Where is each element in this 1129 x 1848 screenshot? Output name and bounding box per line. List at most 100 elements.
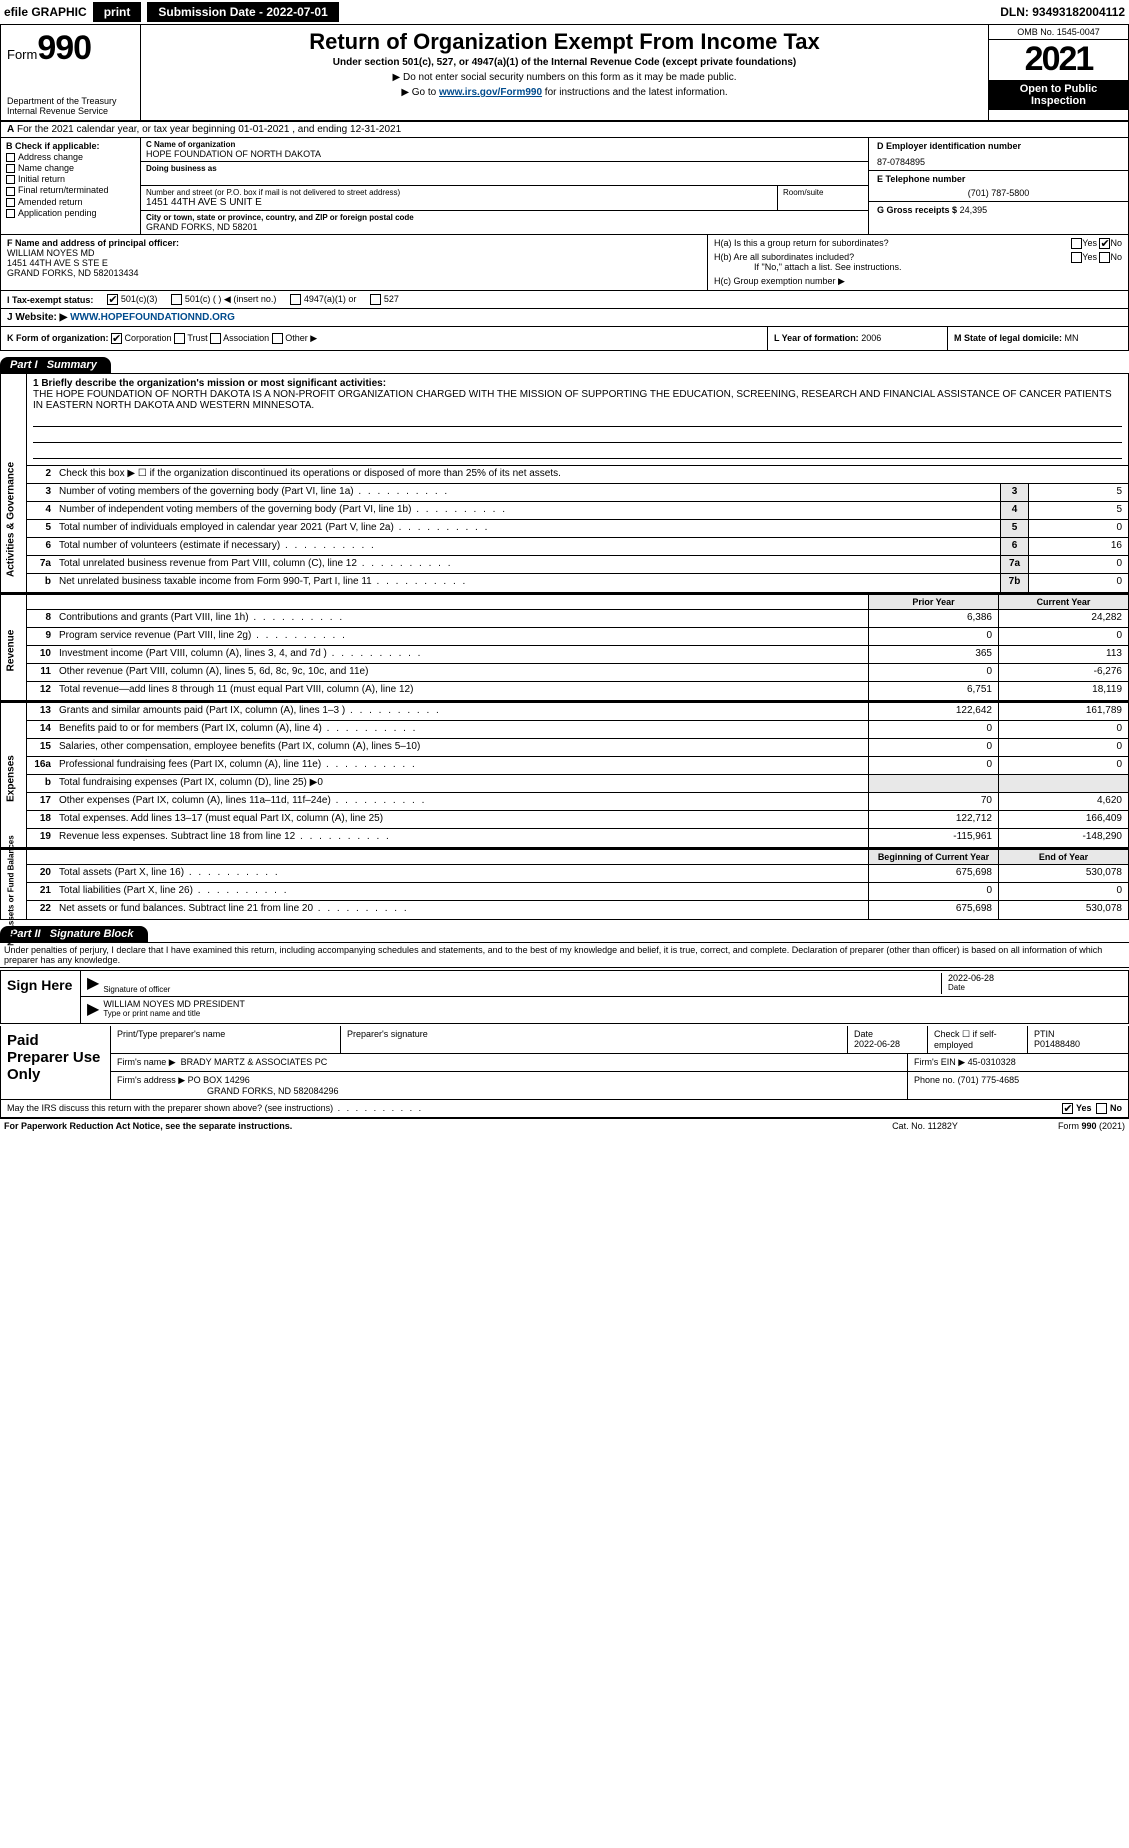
line5-val: 0 (1028, 520, 1128, 537)
header-title-block: Return of Organization Exempt From Incom… (141, 25, 988, 120)
chk-application-pending[interactable]: Application pending (6, 208, 135, 218)
form-header: Form990 Department of the Treasury Inter… (0, 24, 1129, 122)
org-name-label: C Name of organization (146, 140, 863, 149)
efile-topbar: efile GRAPHIC print Submission Date - 20… (0, 0, 1129, 24)
org-name: HOPE FOUNDATION OF NORTH DAKOTA (146, 149, 863, 159)
form-note-link: ▶ Go to www.irs.gov/Form990 for instruct… (147, 87, 982, 98)
sig-date: 2022-06-28 (948, 973, 1122, 983)
col-m-state: M State of legal domicile: MN (948, 327, 1128, 350)
open-public-badge: Open to Public Inspection (989, 80, 1128, 110)
chk-501c3[interactable] (107, 294, 118, 305)
chk-amended-return[interactable]: Amended return (6, 197, 135, 207)
chk-501c[interactable] (171, 294, 182, 305)
page-footer: For Paperwork Reduction Act Notice, see … (0, 1118, 1129, 1133)
chk-discuss-no[interactable] (1096, 1103, 1107, 1114)
perjury-declaration: Under penalties of perjury, I declare th… (0, 943, 1129, 968)
submission-date-button[interactable]: Submission Date - 2022-07-01 (147, 2, 338, 22)
chk-assoc[interactable] (210, 333, 221, 344)
chk-final-return[interactable]: Final return/terminated (6, 185, 135, 195)
revenue-grid: Revenue Prior YearCurrent Year 8Contribu… (0, 593, 1129, 701)
chk-discuss-yes[interactable] (1062, 1103, 1073, 1114)
sig-officer-label: Signature of officer (103, 985, 941, 994)
col-d-numbers: D Employer identification number 87-0784… (868, 138, 1128, 234)
line6-val: 16 (1028, 538, 1128, 555)
block-klm: K Form of organization: Corporation Trus… (0, 327, 1129, 351)
chk-hb-no[interactable] (1099, 252, 1110, 263)
paid-preparer-block: Paid Preparer Use Only Print/Type prepar… (0, 1026, 1129, 1100)
footer-paperwork: For Paperwork Reduction Act Notice, see … (4, 1121, 865, 1131)
firm-addr1: PO BOX 14296 (188, 1075, 250, 1085)
line7a-val: 0 (1028, 556, 1128, 573)
prep-date: 2022-06-28 (854, 1039, 900, 1049)
footer-formid: Form 990 (2021) (985, 1121, 1125, 1131)
officer-print-name: WILLIAM NOYES MD PRESIDENT (103, 999, 1122, 1009)
hdr-end-year: End of Year (998, 850, 1128, 864)
prep-sig-hdr: Preparer's signature (341, 1026, 848, 1053)
firm-name: BRADY MARTZ & ASSOCIATES PC (181, 1057, 328, 1067)
chk-name-change[interactable]: Name change (6, 163, 135, 173)
chk-address-change[interactable]: Address change (6, 152, 135, 162)
hdr-current-year: Current Year (998, 595, 1128, 609)
expenses-grid: Expenses 13Grants and similar amounts pa… (0, 701, 1129, 848)
dln-label: DLN: 93493182004112 (1000, 5, 1125, 19)
chk-other[interactable] (272, 333, 283, 344)
chk-4947[interactable] (290, 294, 301, 305)
hdr-begin-year: Beginning of Current Year (868, 850, 998, 864)
street-address: 1451 44TH AVE S UNIT E (146, 197, 772, 208)
sign-arrow-icon-2: ▶ (87, 999, 99, 1021)
footer-catno: Cat. No. 11282Y (865, 1121, 985, 1131)
gross-receipts-value: 24,395 (960, 205, 988, 215)
line4-val: 5 (1028, 502, 1128, 519)
sign-here-block: Sign Here ▶ Signature of officer 2022-06… (0, 970, 1129, 1024)
col-h-group: H(a) Is this a group return for subordin… (708, 235, 1128, 290)
website-link[interactable]: WWW.HOPEFOUNDATIONND.ORG (70, 312, 235, 323)
sig-date-label: Date (948, 983, 1122, 992)
hc-label: H(c) Group exemption number ▶ (714, 276, 1122, 287)
form-prefix: Form (7, 47, 37, 62)
col-k-form-org: K Form of organization: Corporation Trus… (1, 327, 768, 350)
row-j-website: J Website: ▶ WWW.HOPEFOUNDATIONND.ORG (0, 309, 1129, 327)
line2-checkbox-text: Check this box ▶ ☐ if the organization d… (55, 466, 1128, 483)
mission-label: 1 Briefly describe the organization's mi… (33, 378, 386, 389)
print-button[interactable]: print (93, 2, 142, 22)
efile-label: efile GRAPHIC (4, 5, 87, 19)
prep-name-hdr: Print/Type preparer's name (111, 1026, 341, 1053)
firm-ein: 45-0310328 (968, 1057, 1016, 1067)
officer-addr2: GRAND FORKS, ND 582013434 (7, 268, 139, 278)
mission-text: THE HOPE FOUNDATION OF NORTH DAKOTA IS A… (33, 389, 1112, 411)
block-fh: F Name and address of principal officer:… (0, 235, 1129, 291)
vlabel-netassets: Net Assets or Fund Balances (1, 850, 27, 919)
row-i-tax-status: I Tax-exempt status: 501(c)(3) 501(c) ( … (0, 291, 1129, 309)
part1-header: Part I Summary (0, 357, 1129, 374)
col-l-year: L Year of formation: 2006 (768, 327, 948, 350)
firm-phone: (701) 775-4685 (958, 1075, 1020, 1085)
chk-initial-return[interactable]: Initial return (6, 174, 135, 184)
form-number: 990 (37, 29, 91, 67)
irs-label: Internal Revenue Service (7, 106, 134, 116)
chk-corp[interactable] (111, 333, 122, 344)
prep-ptin: P01488480 (1034, 1039, 1080, 1049)
chk-ha-no[interactable] (1099, 238, 1110, 249)
paid-preparer-label: Paid Preparer Use Only (1, 1026, 111, 1099)
irs-link[interactable]: www.irs.gov/Form990 (439, 87, 542, 98)
ein-value: 87-0784895 (877, 157, 1120, 167)
city-state-zip: GRAND FORKS, ND 58201 (146, 222, 863, 232)
city-label: City or town, state or province, country… (146, 213, 863, 222)
header-left: Form990 Department of the Treasury Inter… (1, 25, 141, 120)
vlabel-revenue: Revenue (1, 595, 27, 700)
chk-hb-yes[interactable] (1071, 252, 1082, 263)
governance-grid: Activities & Governance 1 Briefly descri… (0, 374, 1129, 593)
officer-addr1: 1451 44TH AVE S STE E (7, 258, 108, 268)
block-bcd: B Check if applicable: Address change Na… (0, 138, 1129, 235)
col-f-officer: F Name and address of principal officer:… (1, 235, 708, 290)
sign-arrow-icon: ▶ (87, 973, 99, 994)
street-label: Number and street (or P.O. box if mail i… (146, 188, 772, 197)
phone-label: E Telephone number (877, 174, 1120, 184)
row-a-tax-year: A For the 2021 calendar year, or tax yea… (0, 122, 1129, 138)
officer-name: WILLIAM NOYES MD (7, 248, 95, 258)
chk-ha-yes[interactable] (1071, 238, 1082, 249)
tax-year: 2021 (989, 40, 1128, 79)
chk-527[interactable] (370, 294, 381, 305)
vlabel-governance: Activities & Governance (1, 374, 27, 592)
chk-trust[interactable] (174, 333, 185, 344)
